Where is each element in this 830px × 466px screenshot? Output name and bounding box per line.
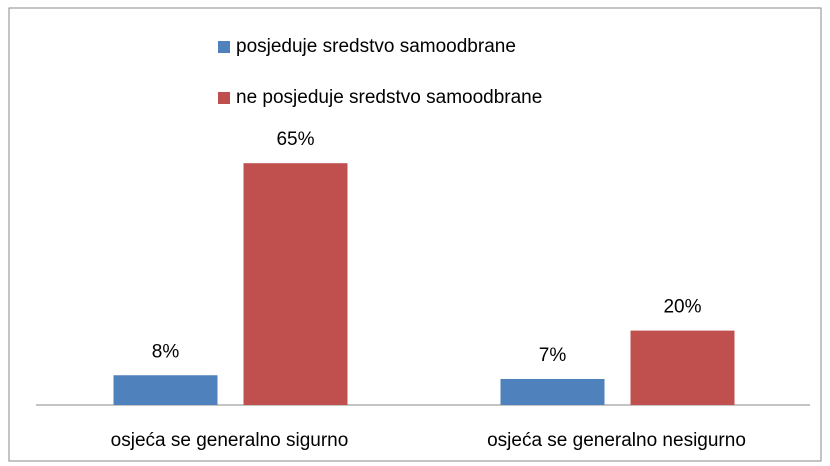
data-label: 65% [276,129,314,150]
legend-label: ne posjeduje sredstvo samoodbrane [236,87,542,108]
bar [500,378,605,405]
data-label: 8% [152,341,180,362]
x-tick-label: osjeća se generalno sigurno [111,430,349,451]
bar [113,375,218,405]
x-tick-label: osjeća se generalno nesigurno [487,430,746,451]
legend-swatch [218,92,230,104]
bar [243,163,348,405]
data-label: 7% [539,345,567,366]
legend-swatch [218,41,230,53]
legend-label: posjeduje sredstvo samoodbrane [236,36,516,57]
bar [630,330,735,405]
data-label: 20% [663,297,701,318]
